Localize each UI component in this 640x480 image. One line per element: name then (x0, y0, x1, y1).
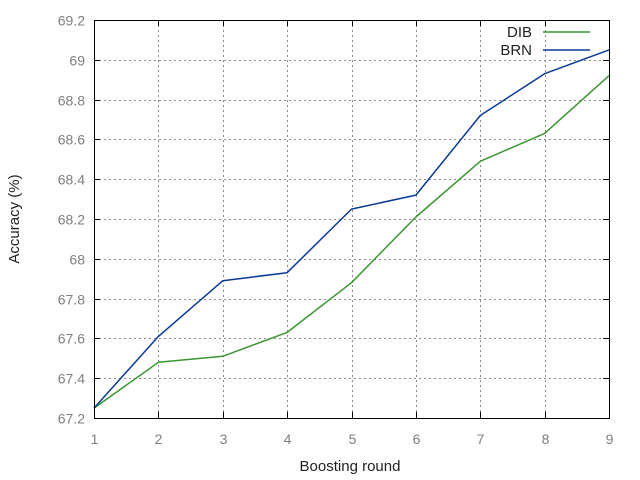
x-tick-label: 7 (477, 431, 485, 447)
y-tick-label: 67.8 (58, 292, 85, 308)
x-tick-label: 6 (413, 431, 421, 447)
x-axis-ticks: 1 2 3 4 5 6 7 8 9 (91, 20, 614, 447)
y-tick-label: 69.2 (58, 13, 85, 29)
y-tick-label: 67.2 (58, 411, 85, 427)
y-tick-label: 68.2 (58, 212, 85, 228)
x-tick-label: 5 (349, 431, 357, 447)
x-tick-label: 2 (155, 431, 163, 447)
x-tick-label: 8 (542, 431, 550, 447)
legend-label-dib: DIB (507, 24, 532, 41)
y-tick-label: 69 (69, 53, 85, 69)
x-tick-label: 3 (220, 431, 228, 447)
x-tick-label: 9 (606, 431, 614, 447)
y-axis-ticks: 67.2 67.4 67.6 67.8 68 68.2 68.4 68.6 68.8 69 69.2 (58, 13, 609, 427)
x-tick-label: 1 (91, 431, 99, 447)
y-tick-label: 68.6 (58, 132, 85, 148)
y-tick-label: 68.4 (58, 172, 85, 188)
series-line-dib (93, 75, 610, 409)
y-tick-label: 67.6 (58, 331, 85, 347)
series-lines (93, 49, 610, 409)
grid-lines (94, 20, 609, 418)
y-tick-label: 68.8 (58, 93, 85, 109)
x-axis-label: Boosting round (300, 458, 401, 475)
y-tick-label: 67.4 (58, 371, 85, 387)
y-axis-label: Accuracy (%) (6, 174, 23, 263)
legend-label-brn: BRN (500, 42, 532, 59)
x-tick-label: 4 (284, 431, 292, 447)
y-tick-label: 68 (69, 252, 85, 268)
series-line-brn (93, 49, 610, 409)
